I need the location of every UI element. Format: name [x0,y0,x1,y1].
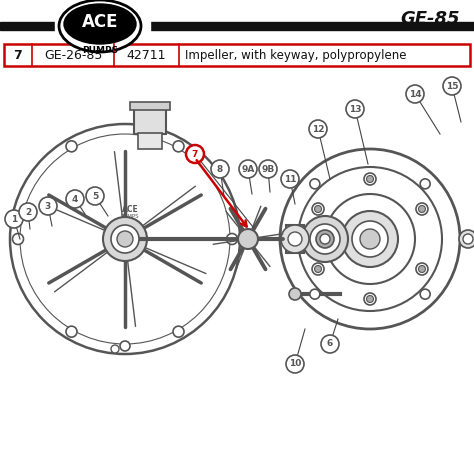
Circle shape [111,345,119,353]
Circle shape [289,288,301,300]
Circle shape [39,197,57,215]
Circle shape [321,335,339,353]
Circle shape [360,229,380,249]
Text: 5: 5 [92,191,98,201]
Circle shape [364,173,376,185]
Circle shape [419,265,426,273]
Circle shape [310,289,320,299]
Text: ACE: ACE [82,13,118,31]
Circle shape [459,230,474,248]
Circle shape [12,234,24,245]
Circle shape [420,179,430,189]
Circle shape [310,224,340,254]
Circle shape [103,217,147,261]
Circle shape [173,141,184,152]
Bar [130,102,170,110]
Text: 7: 7 [14,48,22,62]
Bar [0,22,474,30]
Text: PUMPS: PUMPS [121,213,139,219]
Circle shape [281,225,309,253]
Circle shape [302,216,348,262]
Circle shape [364,293,376,305]
Circle shape [227,234,237,245]
Circle shape [5,210,23,228]
Ellipse shape [59,0,141,52]
Text: 4: 4 [72,194,78,203]
Circle shape [66,190,84,208]
Text: 2: 2 [25,208,31,217]
Text: 42711: 42711 [127,48,166,62]
Text: 11: 11 [284,174,296,183]
Circle shape [288,232,302,246]
Circle shape [239,160,257,178]
Circle shape [111,225,139,253]
Text: 9A: 9A [241,164,255,173]
Circle shape [66,326,77,337]
FancyBboxPatch shape [4,44,470,66]
Circle shape [416,263,428,275]
Circle shape [416,203,428,215]
Circle shape [117,231,133,247]
Circle shape [19,203,37,221]
Circle shape [312,203,324,215]
Text: GE-85: GE-85 [400,10,460,28]
Text: GE-26-85: GE-26-85 [44,48,102,62]
Text: PUMPS: PUMPS [82,46,118,55]
Circle shape [315,265,321,273]
Circle shape [173,326,184,337]
Circle shape [259,160,277,178]
Text: 9B: 9B [261,164,274,173]
Circle shape [406,85,424,103]
Text: ACE: ACE [122,204,138,213]
Circle shape [186,145,204,163]
Circle shape [352,221,388,257]
Text: 14: 14 [409,90,421,99]
Circle shape [309,120,327,138]
Circle shape [463,234,473,244]
Circle shape [286,355,304,373]
Circle shape [66,141,77,152]
Ellipse shape [64,4,136,44]
Circle shape [238,229,258,249]
Bar [134,104,166,134]
Bar [286,225,304,253]
Circle shape [281,170,299,188]
Circle shape [310,179,320,189]
Circle shape [320,234,330,244]
Circle shape [316,230,334,248]
Circle shape [86,187,104,205]
Circle shape [346,100,364,118]
Circle shape [420,289,430,299]
Circle shape [366,295,374,302]
Text: 13: 13 [349,104,361,113]
Text: 6: 6 [327,339,333,348]
Text: 7: 7 [192,149,198,158]
Bar [55,0,150,56]
Text: 12: 12 [312,125,324,134]
Text: 1: 1 [11,215,17,224]
Text: 3: 3 [45,201,51,210]
Circle shape [366,175,374,182]
Circle shape [419,206,426,212]
Text: Impeller, with keyway, polypropylene: Impeller, with keyway, polypropylene [185,48,407,62]
Circle shape [443,77,461,95]
Circle shape [315,206,321,212]
Bar [138,133,162,149]
Circle shape [312,263,324,275]
Text: 10: 10 [289,359,301,368]
Text: 8: 8 [217,164,223,173]
Text: 15: 15 [446,82,458,91]
Circle shape [342,211,398,267]
Circle shape [211,160,229,178]
Circle shape [120,341,130,351]
